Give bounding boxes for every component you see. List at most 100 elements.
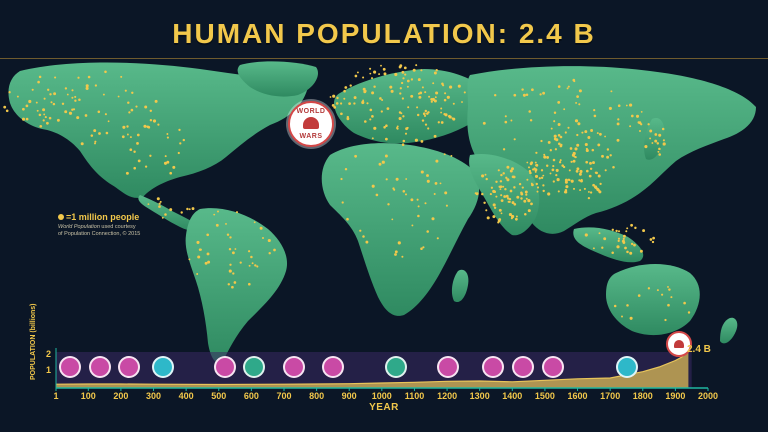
population-dot: [232, 272, 235, 275]
population-dot: [652, 236, 655, 240]
population-dot: [651, 240, 655, 244]
population-dot: [97, 110, 101, 114]
population-dot: [616, 138, 620, 142]
population-dot: [412, 68, 416, 72]
population-dot: [568, 169, 571, 172]
population-dot: [502, 185, 505, 188]
population-dot: [104, 113, 107, 116]
population-dot: [234, 248, 237, 250]
population-dot: [430, 100, 433, 103]
population-dot: [37, 80, 40, 84]
population-dot: [154, 99, 158, 103]
population-dot: [157, 123, 160, 126]
end-badge-icon: [666, 331, 692, 357]
population-dot: [557, 101, 561, 104]
population-dot: [401, 143, 405, 146]
population-dot: [569, 147, 573, 150]
population-dot: [649, 137, 652, 140]
population-dot: [182, 138, 185, 142]
y-axis-title: POPULATION (billions): [30, 303, 37, 380]
helmet-icon: [303, 117, 319, 129]
population-dot: [524, 190, 528, 194]
population-dot: [564, 131, 567, 134]
population-dot: [22, 107, 25, 111]
population-dot: [401, 70, 405, 74]
population-dot: [630, 242, 634, 246]
x-tick-label: 500: [211, 391, 227, 401]
population-chart-svg: [55, 348, 709, 391]
population-dot: [526, 178, 529, 181]
population-dot: [574, 147, 578, 151]
population-dot: [656, 289, 659, 292]
population-dot: [587, 190, 590, 193]
dome-icon: [152, 356, 174, 378]
population-dot: [404, 73, 407, 76]
population-dot: [127, 101, 130, 104]
population-dot: [340, 177, 343, 181]
population-dot: [617, 104, 621, 107]
population-dot: [435, 69, 438, 72]
population-dot: [362, 76, 365, 79]
population-dot: [228, 247, 232, 251]
population-dot: [578, 103, 581, 106]
population-dot: [598, 232, 601, 235]
legend-credit-line2: of Population Connection, © 2015: [58, 231, 141, 237]
population-dot: [626, 227, 629, 230]
population-dot: [254, 264, 257, 267]
population-dot: [562, 165, 566, 169]
population-dot: [640, 123, 643, 126]
population-dot: [105, 131, 109, 135]
population-dot: [535, 164, 538, 167]
camel-icon: [118, 356, 140, 378]
population-dot: [435, 91, 439, 95]
population-dot: [344, 86, 348, 89]
population-dot: [510, 217, 513, 220]
population-dot: [152, 119, 157, 123]
population-dot: [656, 142, 660, 145]
population-dot: [135, 105, 138, 108]
population-dot: [567, 178, 571, 181]
population-dot: [361, 100, 365, 105]
factory-icon: [616, 356, 638, 378]
population-dot: [379, 97, 382, 100]
population-dot: [42, 108, 46, 112]
population-dot: [592, 247, 595, 250]
population-dot: [633, 243, 636, 247]
population-dot: [535, 151, 538, 154]
x-tick-label: 900: [341, 391, 357, 401]
population-dot: [622, 241, 626, 244]
population-dot: [515, 215, 518, 218]
population-dot: [71, 108, 74, 111]
x-tick-label: 400: [178, 391, 194, 401]
population-dot: [147, 125, 151, 129]
population-dot: [616, 122, 620, 126]
population-dot: [235, 211, 239, 214]
rome-icon: [59, 356, 81, 378]
population-dot: [411, 224, 414, 227]
population-dot: [630, 114, 634, 118]
population-dot: [147, 203, 150, 206]
population-dot: [534, 161, 537, 164]
pyramid-icon: [214, 356, 236, 378]
population-dot: [581, 131, 584, 134]
population-dot: [206, 233, 210, 237]
x-tick-label: 700: [276, 391, 292, 401]
population-dot: [570, 160, 573, 163]
population-dot: [25, 104, 29, 108]
population-dot: [574, 155, 577, 159]
population-dot: [402, 190, 406, 193]
population-dot: [490, 186, 494, 189]
population-dot: [424, 202, 427, 205]
population-dot: [371, 91, 375, 95]
population-dot: [5, 109, 9, 113]
population-dot: [93, 129, 97, 133]
population-dot: [572, 187, 576, 190]
population-dot: [518, 182, 522, 186]
population-dot: [521, 186, 524, 189]
population-dot: [126, 133, 129, 136]
population-dot: [520, 197, 523, 200]
population-dot: [247, 250, 251, 253]
population-dot: [503, 195, 507, 198]
population-dot: [547, 140, 551, 144]
population-dot: [166, 136, 169, 139]
